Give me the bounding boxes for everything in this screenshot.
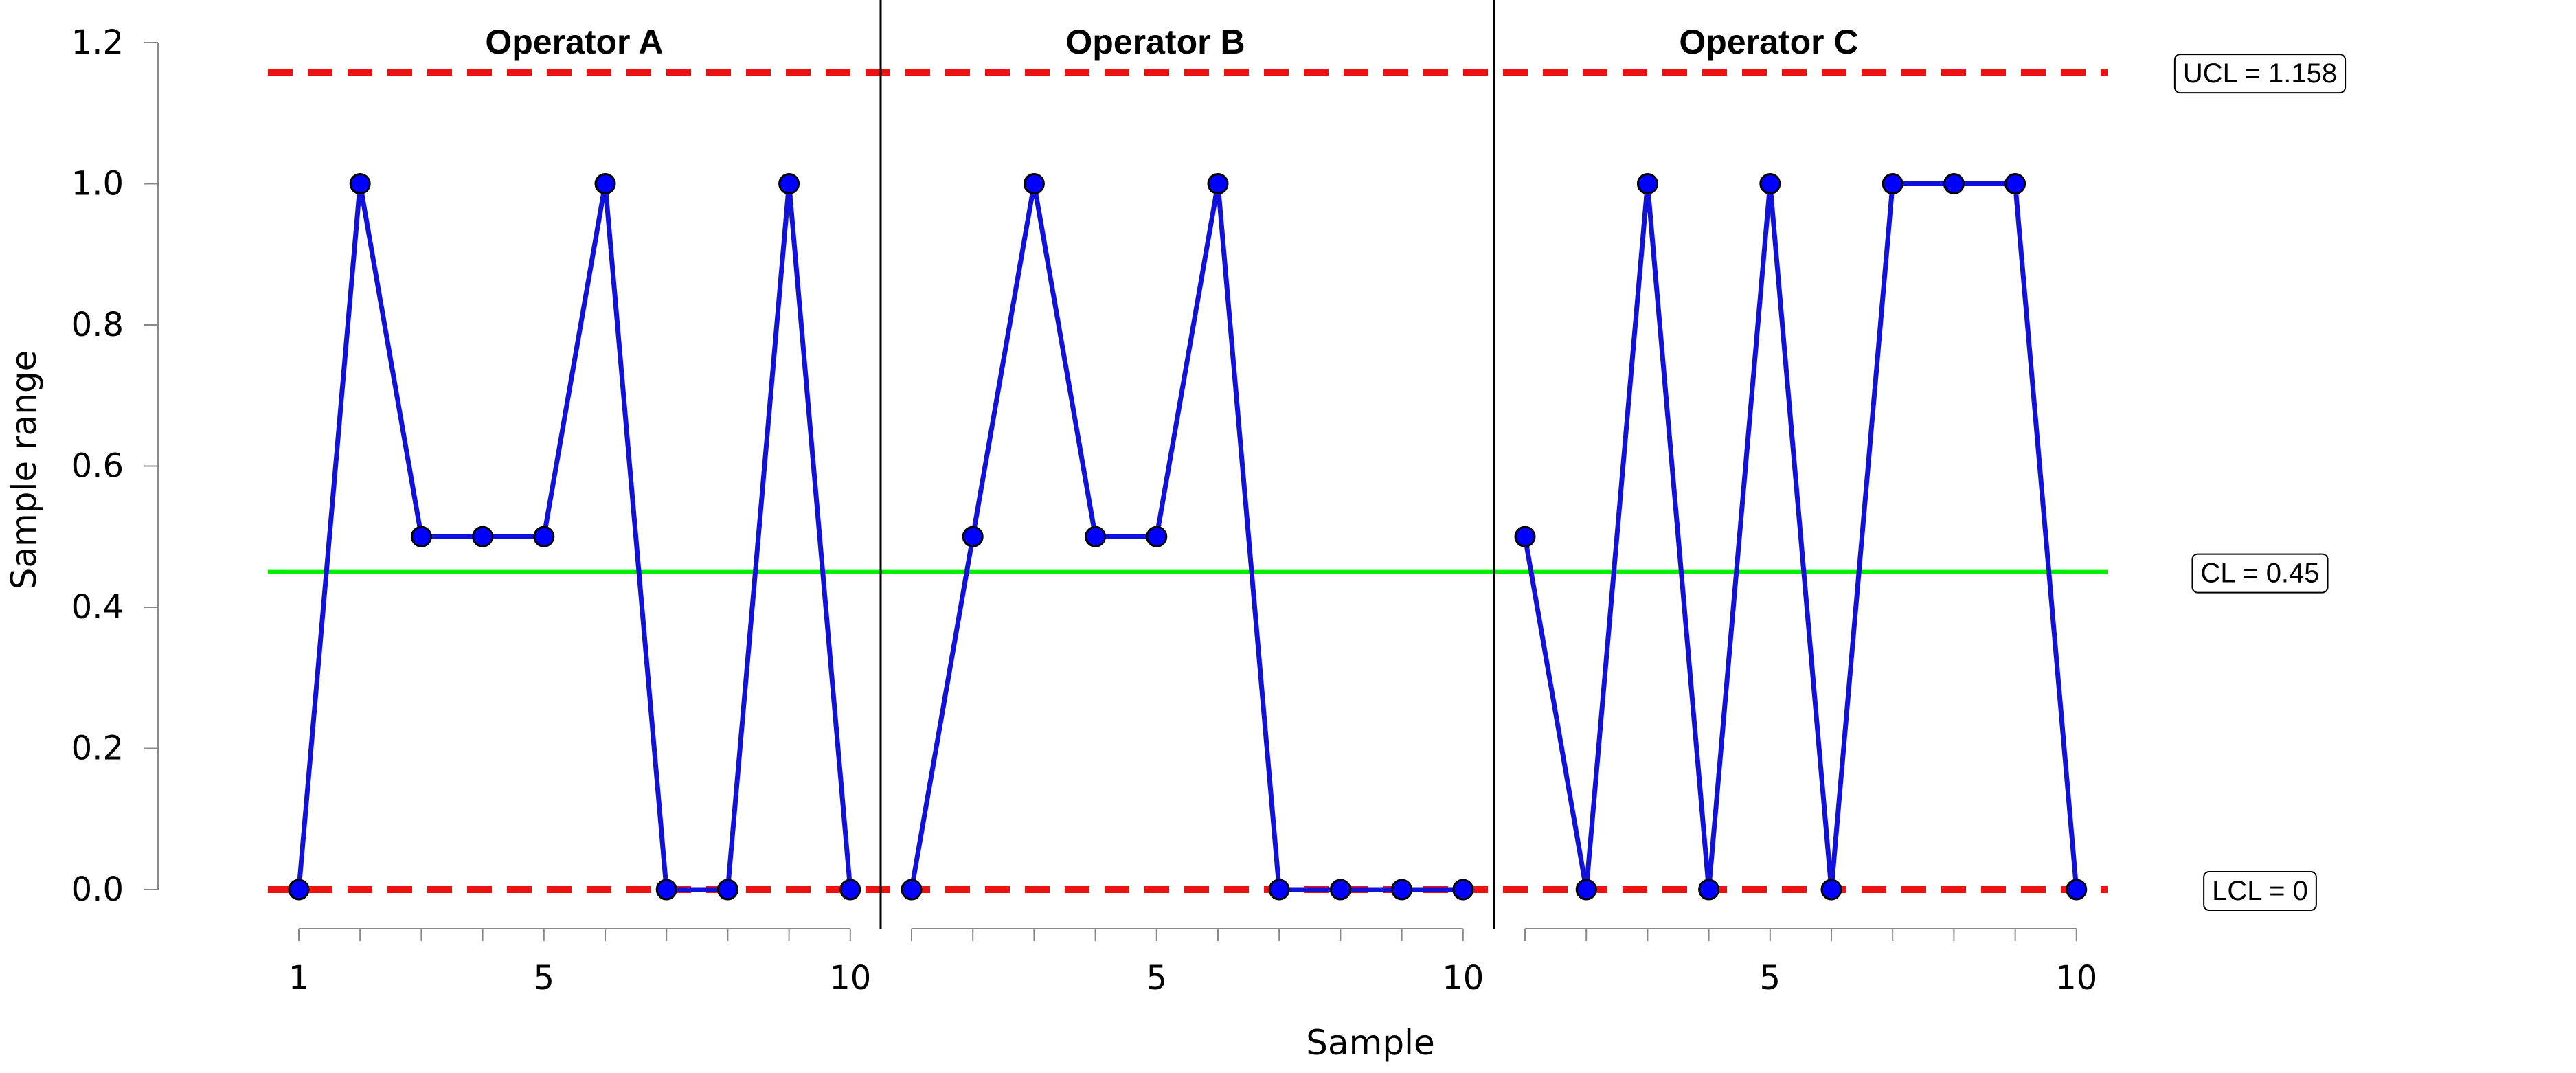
data-point: [1207, 173, 1229, 194]
x-tick-label: 5: [1760, 959, 1781, 997]
control-limits: [268, 69, 2108, 893]
ucl-label-box: [2173, 54, 2347, 94]
group-title: Operator A: [485, 23, 663, 61]
data-point: [839, 879, 861, 901]
limit-labels: UCL = 1.158 CL = 0.45 LCL = 0: [2173, 54, 2347, 911]
data-point: [410, 526, 432, 547]
data-point: [901, 879, 923, 901]
data-point: [1391, 879, 1413, 901]
data-point: [288, 879, 310, 901]
x-tick-label: 10: [829, 959, 871, 997]
data-point: [1452, 879, 1474, 901]
data-point: [655, 879, 677, 901]
lcl-label: LCL = 0: [2212, 876, 2308, 906]
lcl-label-box: [2203, 871, 2317, 911]
y-tick-label: 0.8: [71, 306, 124, 344]
data-point: [1514, 526, 1536, 547]
data-point: [962, 526, 984, 547]
cl-label: CL = 0.45: [2200, 558, 2319, 589]
x-tick-label: 10: [2055, 959, 2097, 997]
data-series: [288, 173, 2088, 901]
data-point: [594, 173, 616, 194]
data-point: [2066, 879, 2088, 901]
data-point: [716, 879, 738, 901]
group-title: Operator B: [1065, 23, 1245, 61]
data-point: [1636, 173, 1658, 194]
data-point: [1698, 879, 1720, 901]
x-axis-label: Sample: [1306, 1023, 1434, 1063]
series-line: [296, 181, 853, 892]
x-axis: 1 5 10 5 10 5 10: [289, 928, 2097, 997]
data-point: [1268, 879, 1290, 901]
data-point: [1820, 879, 1842, 901]
data-point: [1575, 879, 1597, 901]
x-tick-label: 10: [1442, 959, 1484, 997]
data-point: [1085, 526, 1107, 547]
series-line: [1522, 181, 2079, 892]
y-tick-label: 0.2: [71, 730, 124, 768]
data-point: [778, 173, 800, 194]
y-tick-label: 1.0: [71, 165, 124, 203]
y-tick-label: 0.0: [71, 870, 124, 909]
group-titles: Operator A Operator B Operator C: [485, 23, 1858, 61]
y-axis-label: Sample range: [4, 350, 44, 590]
data-point: [1882, 173, 1903, 194]
data-point: [533, 526, 555, 547]
data-point: [472, 526, 494, 547]
x-tick-label: 5: [1146, 959, 1168, 997]
y-tick-label: 0.4: [71, 588, 124, 626]
x-tick-label: 5: [534, 959, 555, 997]
data-point: [1329, 879, 1351, 901]
data-point: [1023, 173, 1045, 194]
group-dividers: [879, 0, 1495, 929]
data-point: [349, 173, 371, 194]
cl-label-box: [2191, 553, 2329, 594]
ucl-label: UCL = 1.158: [2183, 58, 2337, 89]
data-point: [1943, 173, 1965, 194]
x-tick-label: 1: [289, 959, 310, 997]
data-point: [1146, 526, 1168, 547]
series-line: [909, 181, 1463, 892]
data-point: [1759, 173, 1781, 194]
data-point: [2004, 173, 2026, 194]
y-tick-label: 1.2: [71, 23, 124, 62]
y-axis: 0.0 0.2 0.4 0.6 0.8 1.0 1.2: [71, 23, 159, 909]
group-title: Operator C: [1679, 23, 1858, 61]
y-tick-label: 0.6: [71, 447, 124, 486]
